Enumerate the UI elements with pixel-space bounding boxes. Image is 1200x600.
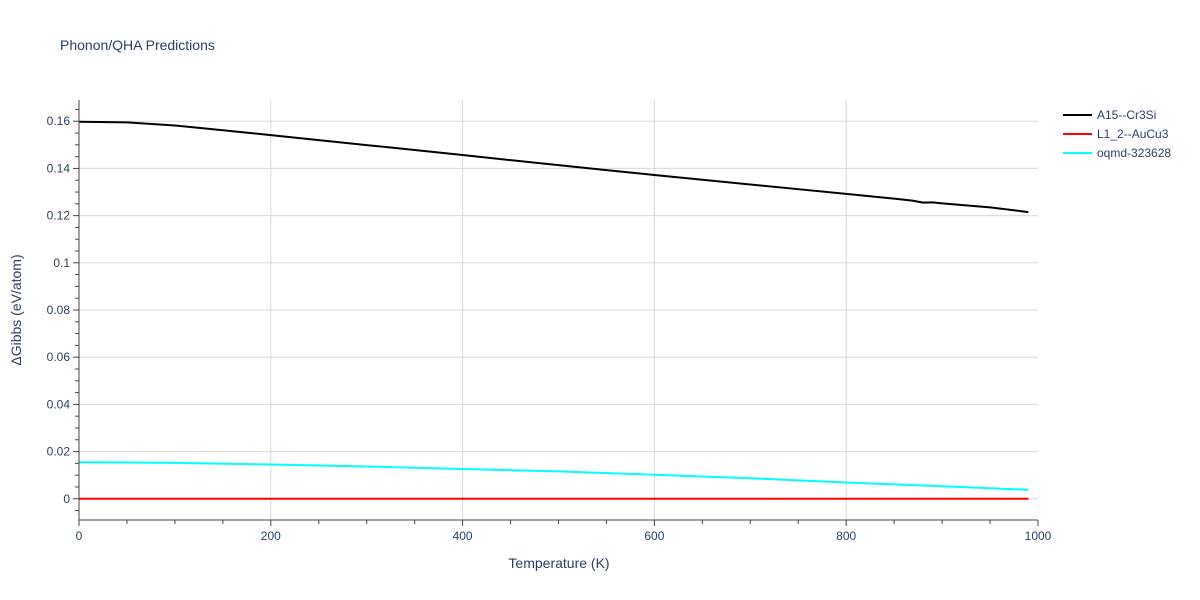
x-tick-label: 200 [261,529,281,543]
series-layer [78,120,1029,500]
x-tick-label: 0 [76,529,83,543]
y-tick-label: 0.08 [47,303,71,317]
x-tick-label: 1000 [1025,529,1052,543]
legend-label-l1-2-aucu3: L1_2--AuCu3 [1097,127,1169,141]
x-tick-label: 400 [453,529,473,543]
grid-layer [79,100,1038,520]
y-tick-label: 0.14 [47,161,71,175]
y-tick-label: 0.06 [47,350,71,364]
y-tick-label: 0.12 [47,209,71,223]
y-tick-label: 0.02 [47,445,71,459]
y-tick-label: 0.16 [47,114,71,128]
series-line-a15-cr3si [78,120,1029,214]
series-line-oqmd-323628 [78,461,1029,491]
x-axis-title: Temperature (K) [508,555,609,571]
legend: A15--Cr3Si L1_2--AuCu3 oqmd-323628 [1063,108,1171,160]
y-tick-label: 0 [63,492,70,506]
x-tick-label: 600 [644,529,664,543]
legend-label-a15-cr3si: A15--Cr3Si [1097,108,1156,122]
legend-label-oqmd-323628: oqmd-323628 [1097,146,1171,160]
y-tick-label: 0.1 [53,256,70,270]
y-axis-title: ΔGibbs (eV/atom) [8,254,24,365]
axis-layer: 0 200 400 600 800 1000 0 0.02 0.04 0.06 0.08 0.1 0.1… [47,100,1052,543]
chart-title: Phonon/QHA Predictions [60,37,215,53]
y-tick-label: 0.04 [47,397,71,411]
x-tick-label: 800 [836,529,856,543]
